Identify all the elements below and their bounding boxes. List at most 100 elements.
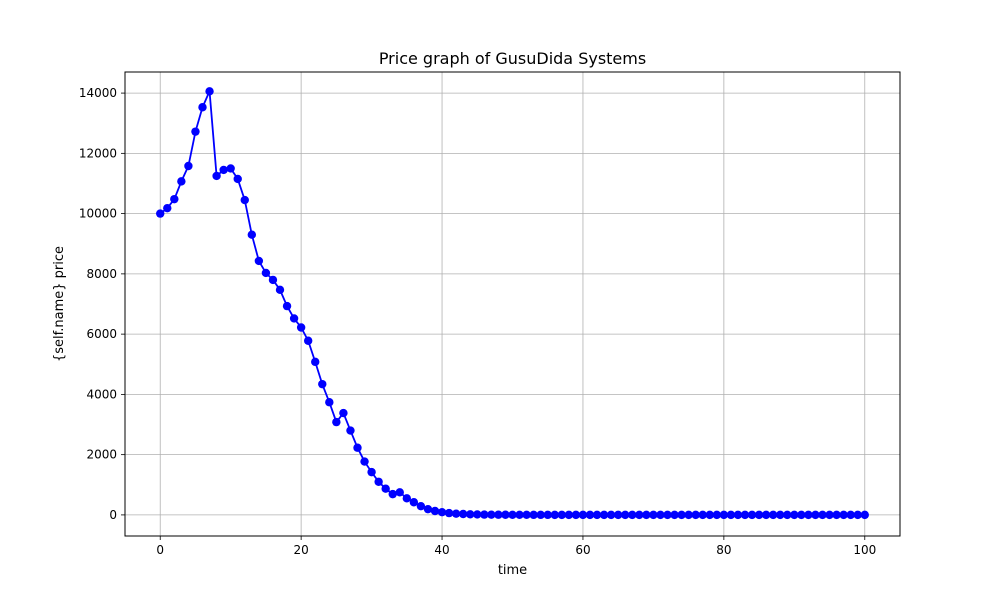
data-point: [177, 177, 186, 186]
data-point: [557, 510, 567, 520]
data-point: [811, 510, 820, 520]
data-point: [747, 510, 757, 520]
data-point: [761, 510, 771, 520]
x-tick-label: 40: [434, 543, 449, 557]
data-point: [226, 164, 235, 173]
data-point: [381, 484, 390, 493]
data-point: [494, 510, 503, 519]
data-point: [437, 507, 447, 517]
data-point: [860, 510, 869, 520]
data-point: [501, 510, 510, 519]
data-point: [296, 323, 306, 332]
data-point: [719, 510, 729, 520]
data-point: [649, 510, 658, 520]
data-point: [797, 510, 806, 520]
data-point: [508, 510, 517, 519]
data-point: [691, 510, 700, 520]
data-point: [635, 510, 644, 520]
data-point: [592, 510, 602, 520]
data-point: [712, 510, 722, 520]
data-point: [311, 357, 320, 367]
data-point: [642, 510, 651, 520]
data-point: [416, 501, 426, 511]
data-point: [282, 301, 292, 311]
data-point: [191, 127, 200, 136]
data-point: [684, 510, 693, 520]
data-point: [846, 510, 855, 520]
data-point: [487, 510, 496, 519]
data-point: [853, 510, 862, 520]
x-tick-label: 80: [716, 543, 731, 557]
data-point: [395, 488, 404, 497]
data-point: [205, 87, 214, 96]
data-point: [776, 510, 785, 520]
data-point: [621, 510, 630, 520]
x-axis-ticks: 0 20 40 60 80 100: [156, 536, 876, 557]
data-point: [367, 467, 376, 477]
data-point: [332, 417, 341, 427]
data-point: [388, 489, 397, 499]
data-point: [522, 510, 531, 520]
data-point: [163, 203, 172, 213]
data-point: [374, 477, 383, 486]
data-point: [473, 510, 482, 519]
x-tick-label: 20: [293, 543, 308, 557]
y-tick-label: 0: [109, 508, 117, 522]
chart-title: Price graph of GusuDida Systems: [379, 49, 646, 68]
data-point: [156, 209, 165, 218]
data-point: [212, 171, 221, 181]
y-tick-label: 12000: [79, 146, 117, 160]
data-point: [458, 509, 468, 519]
data-point: [529, 510, 538, 520]
y-tick-label: 14000: [79, 86, 117, 100]
data-point: [254, 256, 264, 266]
data-point: [219, 165, 228, 175]
grid: [125, 72, 900, 536]
data-point: [768, 510, 778, 520]
data-point: [303, 336, 313, 345]
x-tick-label: 100: [853, 543, 876, 557]
data-point: [606, 510, 616, 520]
x-tick-label: 60: [575, 543, 590, 557]
data-point: [628, 510, 637, 520]
data-point: [339, 408, 348, 418]
data-point: [430, 506, 440, 516]
data-point: [325, 398, 334, 407]
data-point: [613, 510, 623, 520]
data-point: [360, 457, 369, 466]
data-point: [409, 498, 419, 507]
x-tick-label: 0: [156, 543, 164, 557]
data-point: [275, 285, 285, 295]
data-point: [240, 195, 249, 205]
data-point: [198, 103, 207, 112]
data-point: [353, 443, 362, 452]
data-point: [571, 510, 581, 520]
data-point: [247, 230, 257, 239]
data-point: [656, 510, 665, 520]
data-point: [663, 510, 672, 520]
data-point: [790, 510, 799, 520]
y-tick-label: 10000: [79, 207, 117, 221]
data-point: [564, 510, 574, 520]
data-point: [585, 510, 595, 520]
data-point: [480, 510, 489, 519]
data-point: [423, 504, 433, 514]
data-point: [536, 510, 545, 520]
y-tick-label: 6000: [86, 327, 117, 341]
data-point: [705, 510, 714, 520]
data-point: [733, 510, 743, 520]
data-point: [318, 379, 327, 389]
data-point: [670, 510, 679, 520]
data-point: [825, 510, 834, 520]
data-point: [578, 510, 588, 520]
data-point: [444, 508, 454, 518]
data-point: [839, 510, 848, 520]
y-tick-label: 4000: [86, 387, 117, 401]
data-point: [677, 510, 686, 520]
series: [156, 87, 869, 520]
data-point: [451, 509, 461, 518]
data-point: [550, 510, 559, 520]
data-point: [170, 194, 179, 204]
